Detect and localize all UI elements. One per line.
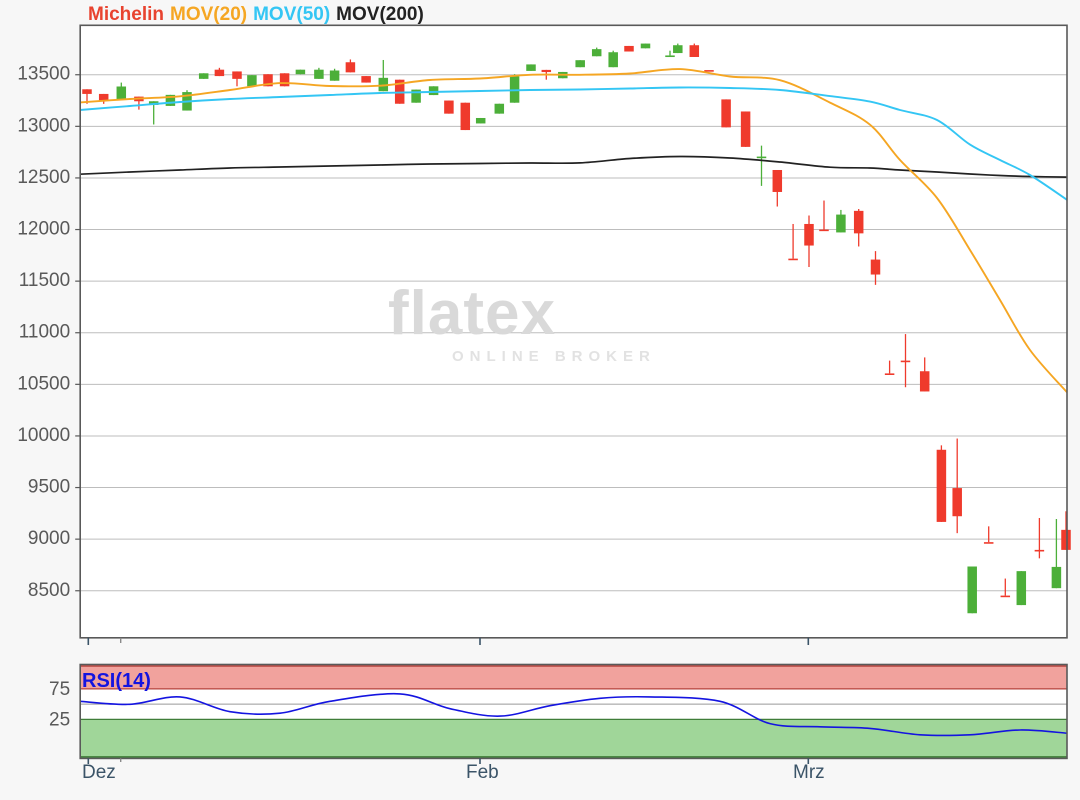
svg-text:9000: 9000 — [28, 528, 70, 549]
svg-text:13500: 13500 — [17, 64, 70, 85]
svg-text:10500: 10500 — [17, 373, 70, 394]
svg-text:12500: 12500 — [17, 167, 70, 188]
svg-text:8500: 8500 — [28, 580, 70, 601]
svg-text:11500: 11500 — [19, 270, 70, 291]
svg-text:75: 75 — [49, 679, 70, 700]
svg-text:10000: 10000 — [17, 425, 70, 446]
svg-text:25: 25 — [49, 709, 70, 730]
svg-text:11000: 11000 — [19, 322, 70, 343]
svg-text:13000: 13000 — [17, 115, 70, 136]
svg-text:12000: 12000 — [17, 219, 70, 240]
svg-text:9500: 9500 — [28, 477, 70, 498]
